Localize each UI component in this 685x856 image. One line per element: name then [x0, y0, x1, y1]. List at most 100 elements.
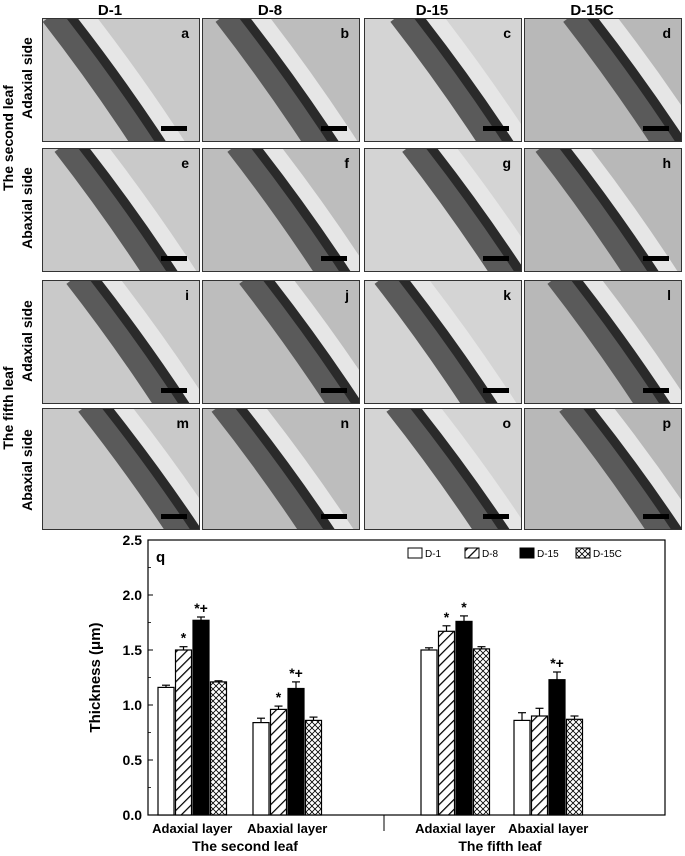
- micrograph-panel-l: l: [524, 280, 682, 404]
- bar: [252, 722, 270, 816]
- significance-mark: *: [181, 630, 187, 646]
- scale-bar: [643, 388, 669, 393]
- micrograph-panel-p: p: [524, 408, 682, 530]
- scale-bar: [483, 256, 509, 261]
- micrograph-panel-g: g: [364, 148, 522, 272]
- panel-letter-i: i: [185, 287, 189, 303]
- y-tick-label: 0.5: [123, 752, 143, 768]
- y-axis-label: Thickness (μm): [87, 622, 104, 732]
- panel-letter-o: o: [502, 415, 511, 431]
- scale-bar: [321, 256, 347, 261]
- column-header-d15: D-15: [415, 2, 449, 19]
- bar: [472, 648, 491, 816]
- y-tick-label: 0.0: [123, 807, 143, 823]
- bar: [192, 619, 210, 816]
- column-header-d15c: D-15C: [570, 2, 614, 19]
- significance-mark: *+: [550, 655, 564, 671]
- micrograph-panel-h: h: [524, 148, 682, 272]
- scale-bar: [161, 256, 187, 261]
- bar: [269, 708, 288, 816]
- panel-letter-k: k: [503, 287, 511, 303]
- panel-letter-g: g: [502, 155, 511, 171]
- panel-letter-n: n: [340, 415, 349, 431]
- scale-bar: [161, 126, 187, 131]
- micrograph-panel-n: n: [202, 408, 360, 530]
- micrograph-panel-k: k: [364, 280, 522, 404]
- scale-bar: [161, 388, 187, 393]
- micrograph-panel-m: m: [42, 408, 200, 530]
- significance-mark: *: [444, 609, 450, 625]
- group-label-second-leaf: The second leaf: [0, 85, 16, 191]
- micrograph-panel-a: a: [42, 18, 200, 142]
- bar: [304, 719, 323, 816]
- panel-letter-m: m: [176, 415, 189, 431]
- significance-mark: *: [276, 689, 282, 705]
- micrograph-panel-e: e: [42, 148, 200, 272]
- bar: [455, 620, 473, 816]
- column-header-d1: D-1: [97, 2, 123, 19]
- x-category-label: Adaxial layer: [415, 821, 495, 836]
- row-label-adaxial-1: Adaxial side: [19, 37, 35, 119]
- row-label-adaxial-2: Adaxial side: [19, 300, 35, 382]
- y-tick-label: 1.0: [123, 697, 143, 713]
- bar: [420, 649, 438, 816]
- micrograph-panel-b: b: [202, 18, 360, 142]
- panel-letter-c: c: [503, 25, 511, 41]
- legend-label: D-8: [482, 549, 499, 560]
- panel-letter-e: e: [181, 155, 189, 171]
- bar: [157, 686, 175, 816]
- y-tick-label: 2.5: [123, 532, 143, 548]
- x-group-label: The fifth leaf: [458, 838, 542, 854]
- bar: [209, 681, 228, 816]
- group-label-fifth-leaf: The fifth leaf: [0, 366, 16, 450]
- scale-bar: [483, 514, 509, 519]
- y-tick-label: 2.0: [123, 587, 143, 603]
- bar: [530, 715, 549, 816]
- legend-swatch: [575, 547, 591, 559]
- scale-bar: [321, 514, 347, 519]
- panel-letter-a: a: [181, 25, 189, 41]
- row-label-abaxial-1: Abaxial side: [19, 167, 35, 249]
- legend-label: D-15: [537, 549, 559, 560]
- bar: [513, 719, 531, 816]
- scale-bar: [483, 388, 509, 393]
- scale-bar: [321, 126, 347, 131]
- scale-bar: [321, 388, 347, 393]
- chart-panel-letter: q: [156, 549, 165, 566]
- thickness-bar-chart: 0.0 0.5 1.0 1.5 2.0 2.5 Thickness (μm) q * *+ Adax…: [87, 532, 666, 854]
- bar: [565, 718, 584, 816]
- x-category-label: Abaxial layer: [247, 821, 327, 836]
- x-group-label: The second leaf: [192, 838, 298, 854]
- micrograph-panel-o: o: [364, 408, 522, 530]
- column-header-d8: D-8: [257, 2, 283, 19]
- x-category-label: Adaxial layer: [152, 821, 232, 836]
- bar: [287, 687, 305, 816]
- bar: [174, 649, 193, 816]
- bar: [437, 630, 456, 816]
- panel-letter-f: f: [344, 155, 349, 171]
- panel-letter-h: h: [662, 155, 671, 171]
- micrograph-panel-f: f: [202, 148, 360, 272]
- micrograph-panel-i: i: [42, 280, 200, 404]
- significance-mark: *+: [289, 665, 303, 681]
- scale-bar: [643, 514, 669, 519]
- panel-letter-d: d: [662, 25, 671, 41]
- scale-bar: [483, 126, 509, 131]
- micrograph-panel-j: j: [202, 280, 360, 404]
- legend-label: D-1: [425, 549, 442, 560]
- significance-mark: *: [461, 599, 467, 615]
- scale-bar: [643, 126, 669, 131]
- significance-mark: *+: [194, 600, 208, 616]
- panel-letter-l: l: [667, 287, 671, 303]
- legend-swatch: [407, 547, 423, 559]
- panel-letter-b: b: [340, 25, 349, 41]
- micrograph-panel-d: d: [524, 18, 682, 142]
- x-category-label: Abaxial layer: [508, 821, 588, 836]
- legend-swatch: [464, 547, 480, 559]
- row-label-abaxial-2: Abaxial side: [19, 429, 35, 511]
- legend-swatch: [519, 547, 535, 559]
- scale-bar: [643, 256, 669, 261]
- panel-letter-j: j: [345, 287, 349, 303]
- scale-bar: [161, 514, 187, 519]
- panel-letter-p: p: [662, 415, 671, 431]
